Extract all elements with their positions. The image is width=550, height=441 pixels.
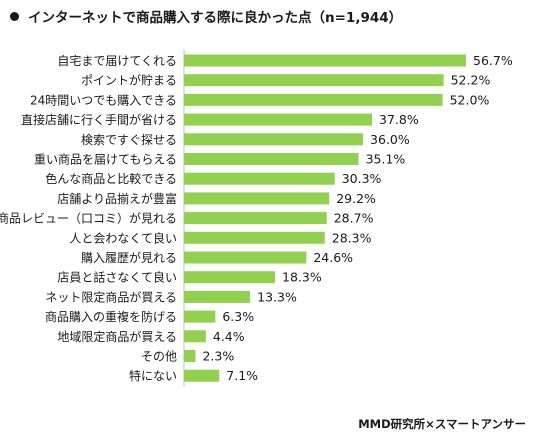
value-label: 13.3% <box>257 289 297 304</box>
value-label: 2.3% <box>202 349 234 364</box>
bullet-icon <box>10 12 19 21</box>
bar <box>184 133 364 146</box>
category-label: ネット限定商品が買える <box>45 289 177 304</box>
category-label: 購入履歴が見れる <box>81 250 177 265</box>
value-label: 36.0% <box>370 132 410 147</box>
bar <box>184 350 196 362</box>
bar <box>184 251 307 264</box>
category-label: 店舗より品揃えが豊富 <box>57 191 177 206</box>
category-label: 色んな商品と比較できる <box>45 171 177 186</box>
value-label: 7.1% <box>226 368 258 383</box>
value-label: 24.6% <box>313 250 353 265</box>
value-label: 4.4% <box>213 329 245 344</box>
bar <box>184 330 206 343</box>
bar <box>184 231 325 244</box>
bar <box>184 310 216 323</box>
bar <box>184 153 359 165</box>
value-label: 37.8% <box>379 112 419 127</box>
category-label: 自宅まで届けてくれる <box>57 53 177 68</box>
source-credit: MMD研究所×スマートアンサー <box>358 417 526 431</box>
value-label: 30.3% <box>342 171 382 186</box>
bar <box>184 172 335 185</box>
category-label: ポイントが貯まる <box>81 73 177 88</box>
category-label: 24時間いつでも購入できる <box>30 93 177 107</box>
bar <box>184 212 327 225</box>
category-label: 特にない <box>129 368 177 383</box>
category-label: 重い商品を届けてもらえる <box>34 152 177 167</box>
category-label: 商品購入の重複を防げる <box>45 309 177 324</box>
category-label: 人と会わなくて良い <box>69 230 177 245</box>
chart-title-text: インターネットで商品購入する際に良かった点（n=1,944） <box>28 10 403 26</box>
bar <box>184 271 276 284</box>
value-label: 52.0% <box>450 92 490 107</box>
value-label: 29.2% <box>336 191 376 206</box>
value-label: 6.3% <box>222 309 254 324</box>
value-label: 28.3% <box>332 230 372 245</box>
chart-title: インターネットで商品購入する際に良かった点（n=1,944） <box>10 6 402 26</box>
value-label: 52.2% <box>451 73 491 88</box>
bar <box>184 192 330 205</box>
value-label: 28.7% <box>334 211 374 226</box>
category-label: その他 <box>141 350 177 364</box>
bar <box>184 369 220 382</box>
bar <box>184 54 466 67</box>
bar <box>184 74 444 87</box>
value-label: 56.7% <box>473 53 513 68</box>
category-label: 直接店舗に行く手間が省ける <box>21 112 177 127</box>
value-label: 18.3% <box>282 270 322 285</box>
bar <box>184 113 372 126</box>
value-label: 35.1% <box>366 152 406 167</box>
category-label: 地域限定商品が買える <box>57 329 177 344</box>
bar <box>184 93 443 106</box>
category-label: 商品レビュー（口コミ）が見れる <box>0 211 177 226</box>
category-label: 店員と話さなくて良い <box>57 270 177 285</box>
bar <box>184 290 251 303</box>
category-label: 検索ですぐ探せる <box>81 133 177 147</box>
